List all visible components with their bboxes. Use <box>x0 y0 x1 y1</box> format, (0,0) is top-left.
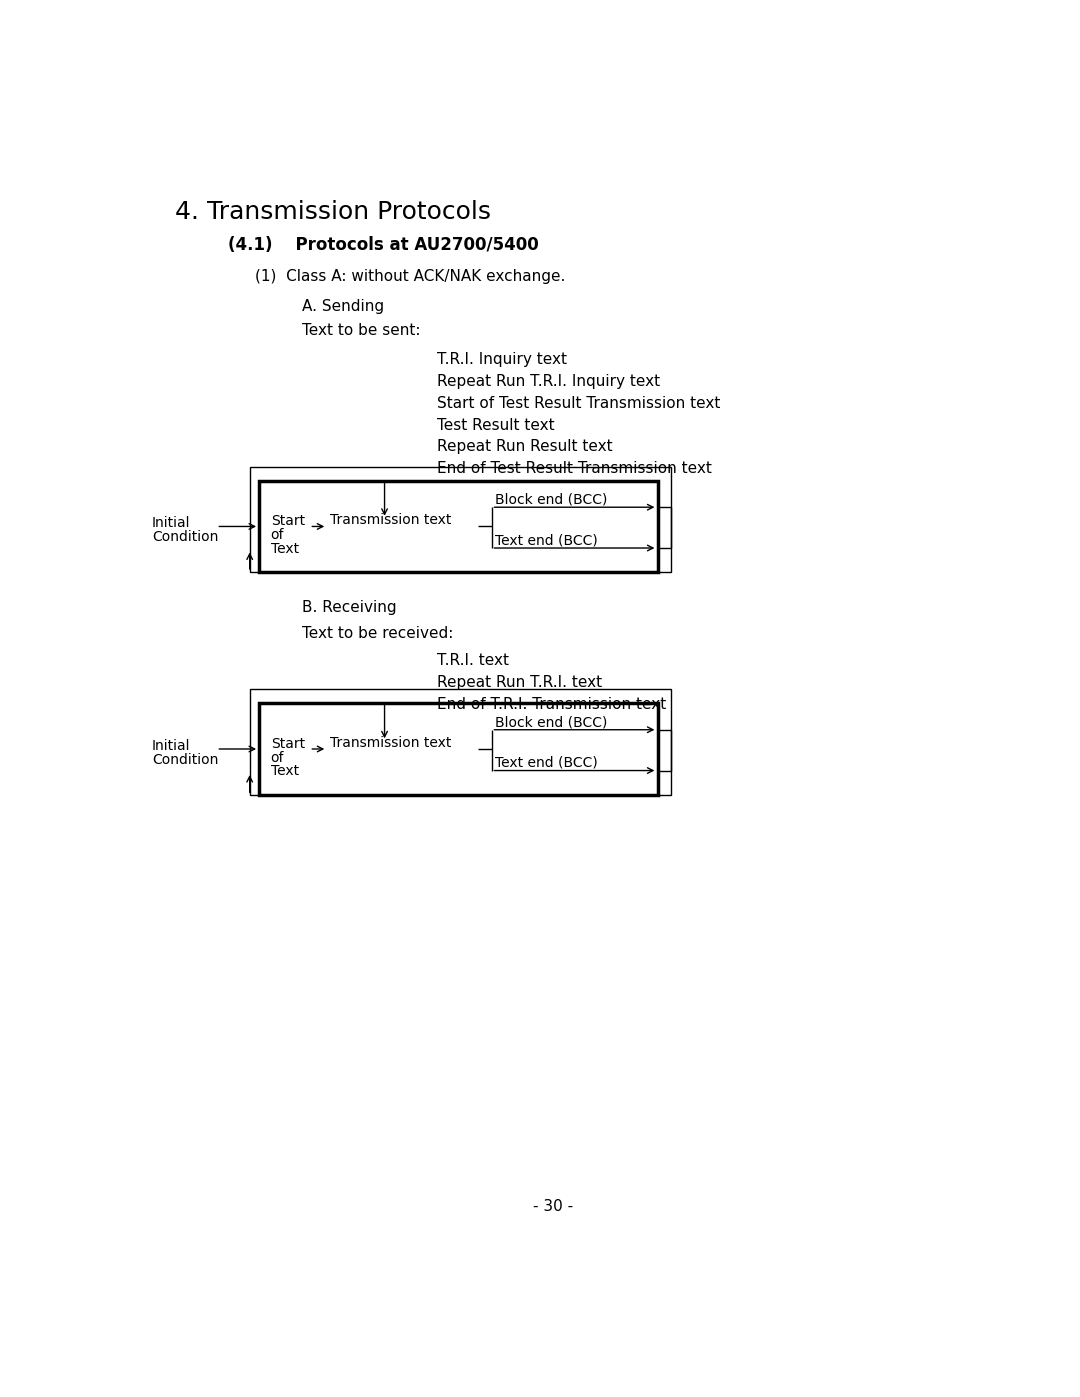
Text: Block end (BCC): Block end (BCC) <box>496 493 608 507</box>
Text: Repeat Run T.R.I. Inquiry text: Repeat Run T.R.I. Inquiry text <box>437 373 660 388</box>
Text: Condition: Condition <box>152 531 218 545</box>
Text: Test Result text: Test Result text <box>437 418 555 433</box>
Text: of: of <box>271 750 284 764</box>
Text: Start of Test Result Transmission text: Start of Test Result Transmission text <box>437 395 720 411</box>
Text: Initial: Initial <box>152 739 190 753</box>
Text: Condition: Condition <box>152 753 218 767</box>
Bar <box>249 689 672 795</box>
Text: Transmission text: Transmission text <box>330 736 451 750</box>
Text: Transmission text: Transmission text <box>330 513 451 527</box>
Text: A. Sending: A. Sending <box>301 299 383 313</box>
Text: End of T.R.I. Transmission text: End of T.R.I. Transmission text <box>437 697 666 711</box>
Text: (4.1)    Protocols at AU2700/5400: (4.1) Protocols at AU2700/5400 <box>228 236 539 254</box>
Text: T.R.I. Inquiry text: T.R.I. Inquiry text <box>437 352 567 366</box>
Text: Text end (BCC): Text end (BCC) <box>496 756 598 770</box>
Text: of: of <box>271 528 284 542</box>
Text: End of Test Result Transmission text: End of Test Result Transmission text <box>437 461 712 476</box>
Text: Block end (BCC): Block end (BCC) <box>496 715 608 729</box>
Bar <box>249 467 672 571</box>
Text: (1)  Class A: without ACK/NAK exchange.: (1) Class A: without ACK/NAK exchange. <box>255 270 566 284</box>
Text: Initial: Initial <box>152 517 190 531</box>
Text: B. Receiving: B. Receiving <box>301 601 396 616</box>
Text: - 30 -: - 30 - <box>534 1199 573 1214</box>
Bar <box>259 481 658 571</box>
Text: 4. Transmission Protocols: 4. Transmission Protocols <box>175 200 491 224</box>
Text: Text: Text <box>271 542 299 556</box>
Text: Text: Text <box>271 764 299 778</box>
Text: Text to be sent:: Text to be sent: <box>301 323 420 338</box>
Text: T.R.I. text: T.R.I. text <box>437 652 510 668</box>
Text: Text to be received:: Text to be received: <box>301 626 453 641</box>
Bar <box>259 703 658 795</box>
Text: Start: Start <box>271 736 305 750</box>
Text: Repeat Run Result text: Repeat Run Result text <box>437 440 612 454</box>
Text: Text end (BCC): Text end (BCC) <box>496 534 598 548</box>
Text: Start: Start <box>271 514 305 528</box>
Text: Repeat Run T.R.I. text: Repeat Run T.R.I. text <box>437 675 603 690</box>
